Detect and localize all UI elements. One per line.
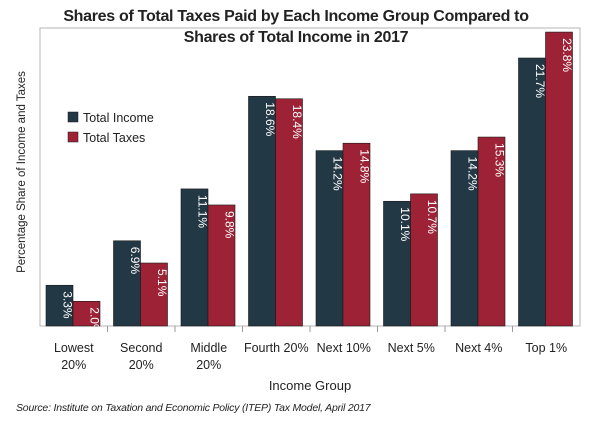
income-value-label-3: 18.6% xyxy=(263,102,277,136)
taxes-value-label-7: 23.8% xyxy=(560,38,574,72)
income-bar-1 xyxy=(113,240,141,327)
income-value-label-2: 11.1% xyxy=(196,195,210,228)
income-bar-2 xyxy=(180,188,209,327)
chart-title: Shares of Total Taxes Paid by Each Incom… xyxy=(0,6,592,48)
y-axis-label: Percentage Share of Income and Taxes xyxy=(16,71,28,273)
taxes-value-label-5: 10.7% xyxy=(425,200,439,234)
legend-label-0: Total Income xyxy=(83,111,154,125)
income-bar-4 xyxy=(315,150,344,327)
category-label-7: Top 1% xyxy=(525,341,567,355)
income-value-label-6: 14.2% xyxy=(466,157,480,191)
legend-swatch-0 xyxy=(67,111,79,123)
income-bar-0 xyxy=(45,284,74,327)
category-label-5: Next 5% xyxy=(388,341,435,355)
taxes-bar-2 xyxy=(207,204,236,327)
taxes-value-label-2: 9.8% xyxy=(223,211,237,239)
taxes-bar-7 xyxy=(545,31,573,327)
income-value-label-4: 14.2% xyxy=(331,157,345,191)
taxes-bar-5 xyxy=(410,193,438,327)
income-bar-7 xyxy=(518,57,546,327)
taxes-bar-3 xyxy=(275,98,303,327)
x-axis-label: Income Group xyxy=(269,378,351,393)
source-note: Source: Institute on Taxation and Econom… xyxy=(16,402,371,414)
legend-swatch-1 xyxy=(67,131,79,143)
legend-label-1: Total Taxes xyxy=(83,131,145,145)
chart-title-line-1: Shares of Total Taxes Paid by Each Incom… xyxy=(63,8,529,25)
income-value-label-7: 21.7% xyxy=(533,64,547,98)
taxes-value-label-1: 5.1% xyxy=(155,269,169,297)
income-bar-6 xyxy=(450,150,479,327)
taxes-value-label-4: 14.8% xyxy=(358,149,372,183)
income-value-label-5: 10.1% xyxy=(398,207,412,241)
category-label-1: 20% xyxy=(129,358,154,372)
chart-title-line-2: Shares of Total Income in 2017 xyxy=(183,29,409,46)
category-label-0: 20% xyxy=(61,358,86,372)
income-value-label-1: 6.9% xyxy=(128,247,142,275)
category-label-4: Next 10% xyxy=(317,341,371,355)
taxes-bar-0 xyxy=(72,300,101,327)
legend-box xyxy=(66,108,170,150)
taxes-bar-1 xyxy=(140,262,168,327)
category-label-1: Second xyxy=(120,341,162,355)
income-bar-5 xyxy=(383,200,411,327)
income-value-label-0: 3.3% xyxy=(61,291,75,319)
taxes-bar-4 xyxy=(342,142,371,327)
category-label-6: Next 4% xyxy=(455,341,502,355)
category-label-3: Fourth 20% xyxy=(244,341,309,355)
taxes-value-label-3: 18.4% xyxy=(290,105,304,139)
taxes-value-label-6: 15.3% xyxy=(493,143,507,177)
income-bar-3 xyxy=(248,95,276,327)
taxes-value-label-0: 2.0% xyxy=(88,307,102,335)
category-label-2: 20% xyxy=(196,358,221,372)
category-label-0: Lowest xyxy=(54,341,94,355)
taxes-bar-6 xyxy=(477,136,506,327)
category-label-2: Middle xyxy=(190,341,227,355)
